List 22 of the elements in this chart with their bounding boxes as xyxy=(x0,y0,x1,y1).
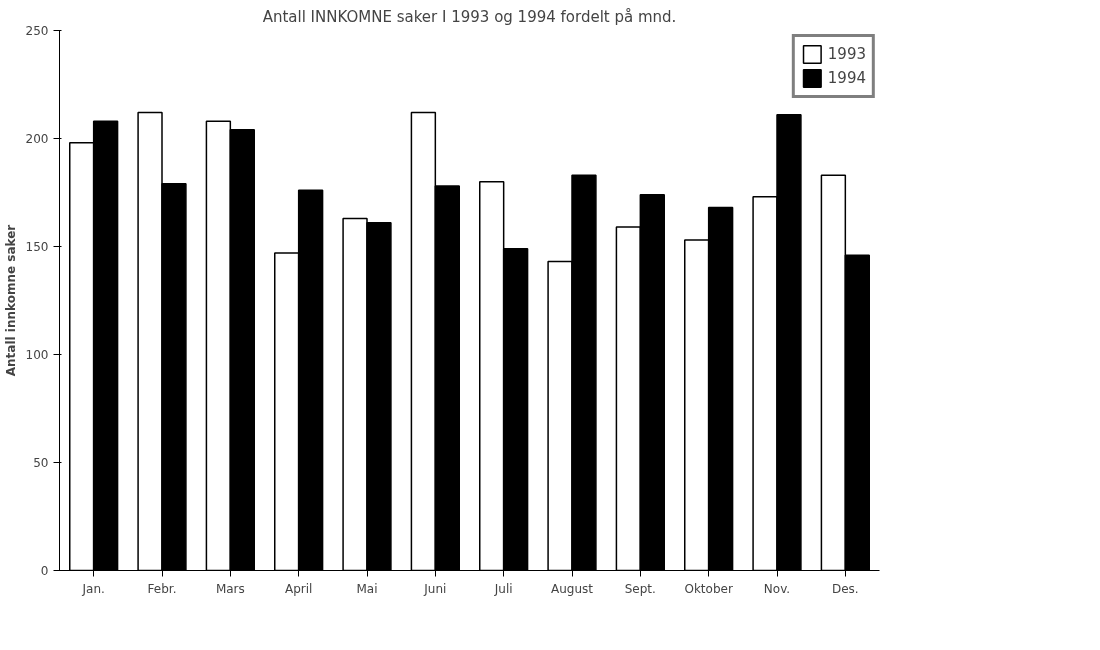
legend-label: 1994 xyxy=(827,69,866,87)
y-tick-label: 250 xyxy=(25,24,49,38)
x-tick-label: Oktober xyxy=(684,581,733,596)
y-tick-label: 50 xyxy=(33,456,49,470)
x-tick-label: Febr. xyxy=(147,581,177,596)
y-tick-label: 150 xyxy=(25,240,49,254)
x-tick-label: Mars xyxy=(215,581,245,596)
x-tick-label: Juni xyxy=(423,581,447,596)
y-tick-label: 100 xyxy=(25,348,49,362)
y-axis-title: Antall innkomne saker xyxy=(3,224,18,377)
x-tick-label: Jan. xyxy=(81,581,105,596)
x-tick-label: April xyxy=(284,581,313,596)
x-tick-label: Juli xyxy=(493,581,513,596)
y-tick-label: 0 xyxy=(40,564,49,578)
x-tick-label: Sept. xyxy=(624,581,656,596)
x-tick-label: Nov. xyxy=(763,581,791,596)
legend-label: 1993 xyxy=(827,45,866,63)
x-tick-label: Mai xyxy=(356,581,378,596)
x-tick-label: Des. xyxy=(831,581,859,596)
y-tick-label: 200 xyxy=(25,132,49,146)
x-tick-label: August xyxy=(551,581,594,596)
chart-title: Antall INNKOMNE saker I 1993 og 1994 fordelt på mnd. xyxy=(262,7,677,26)
